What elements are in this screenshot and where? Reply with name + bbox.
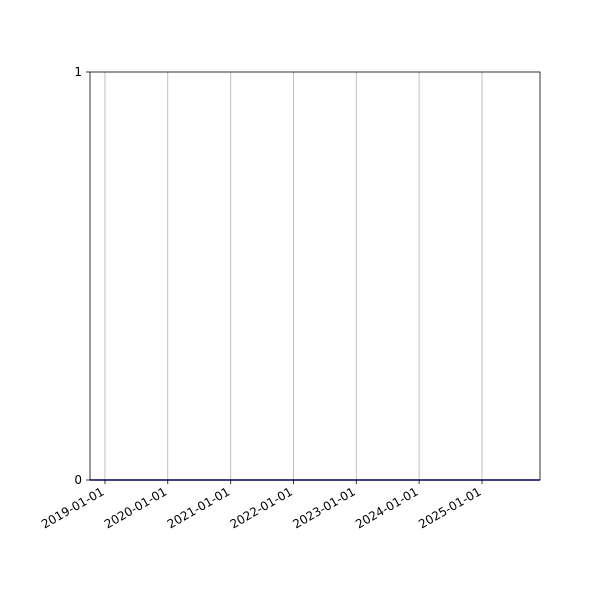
- plot-frame: [89, 71, 541, 481]
- x-tick-label: 2023-01-01: [290, 484, 357, 531]
- x-tick-label: 2022-01-01: [228, 484, 295, 531]
- y-tick-label: 0: [74, 473, 82, 487]
- x-tick-label: 2024-01-01: [353, 484, 420, 531]
- x-tick-label: 2021-01-01: [165, 484, 232, 531]
- x-tick-label: 2020-01-01: [102, 484, 169, 531]
- x-tick-label: 2025-01-01: [416, 484, 483, 531]
- y-tick-label: 1: [74, 65, 82, 79]
- x-tick-label: 2019-01-01: [39, 484, 106, 531]
